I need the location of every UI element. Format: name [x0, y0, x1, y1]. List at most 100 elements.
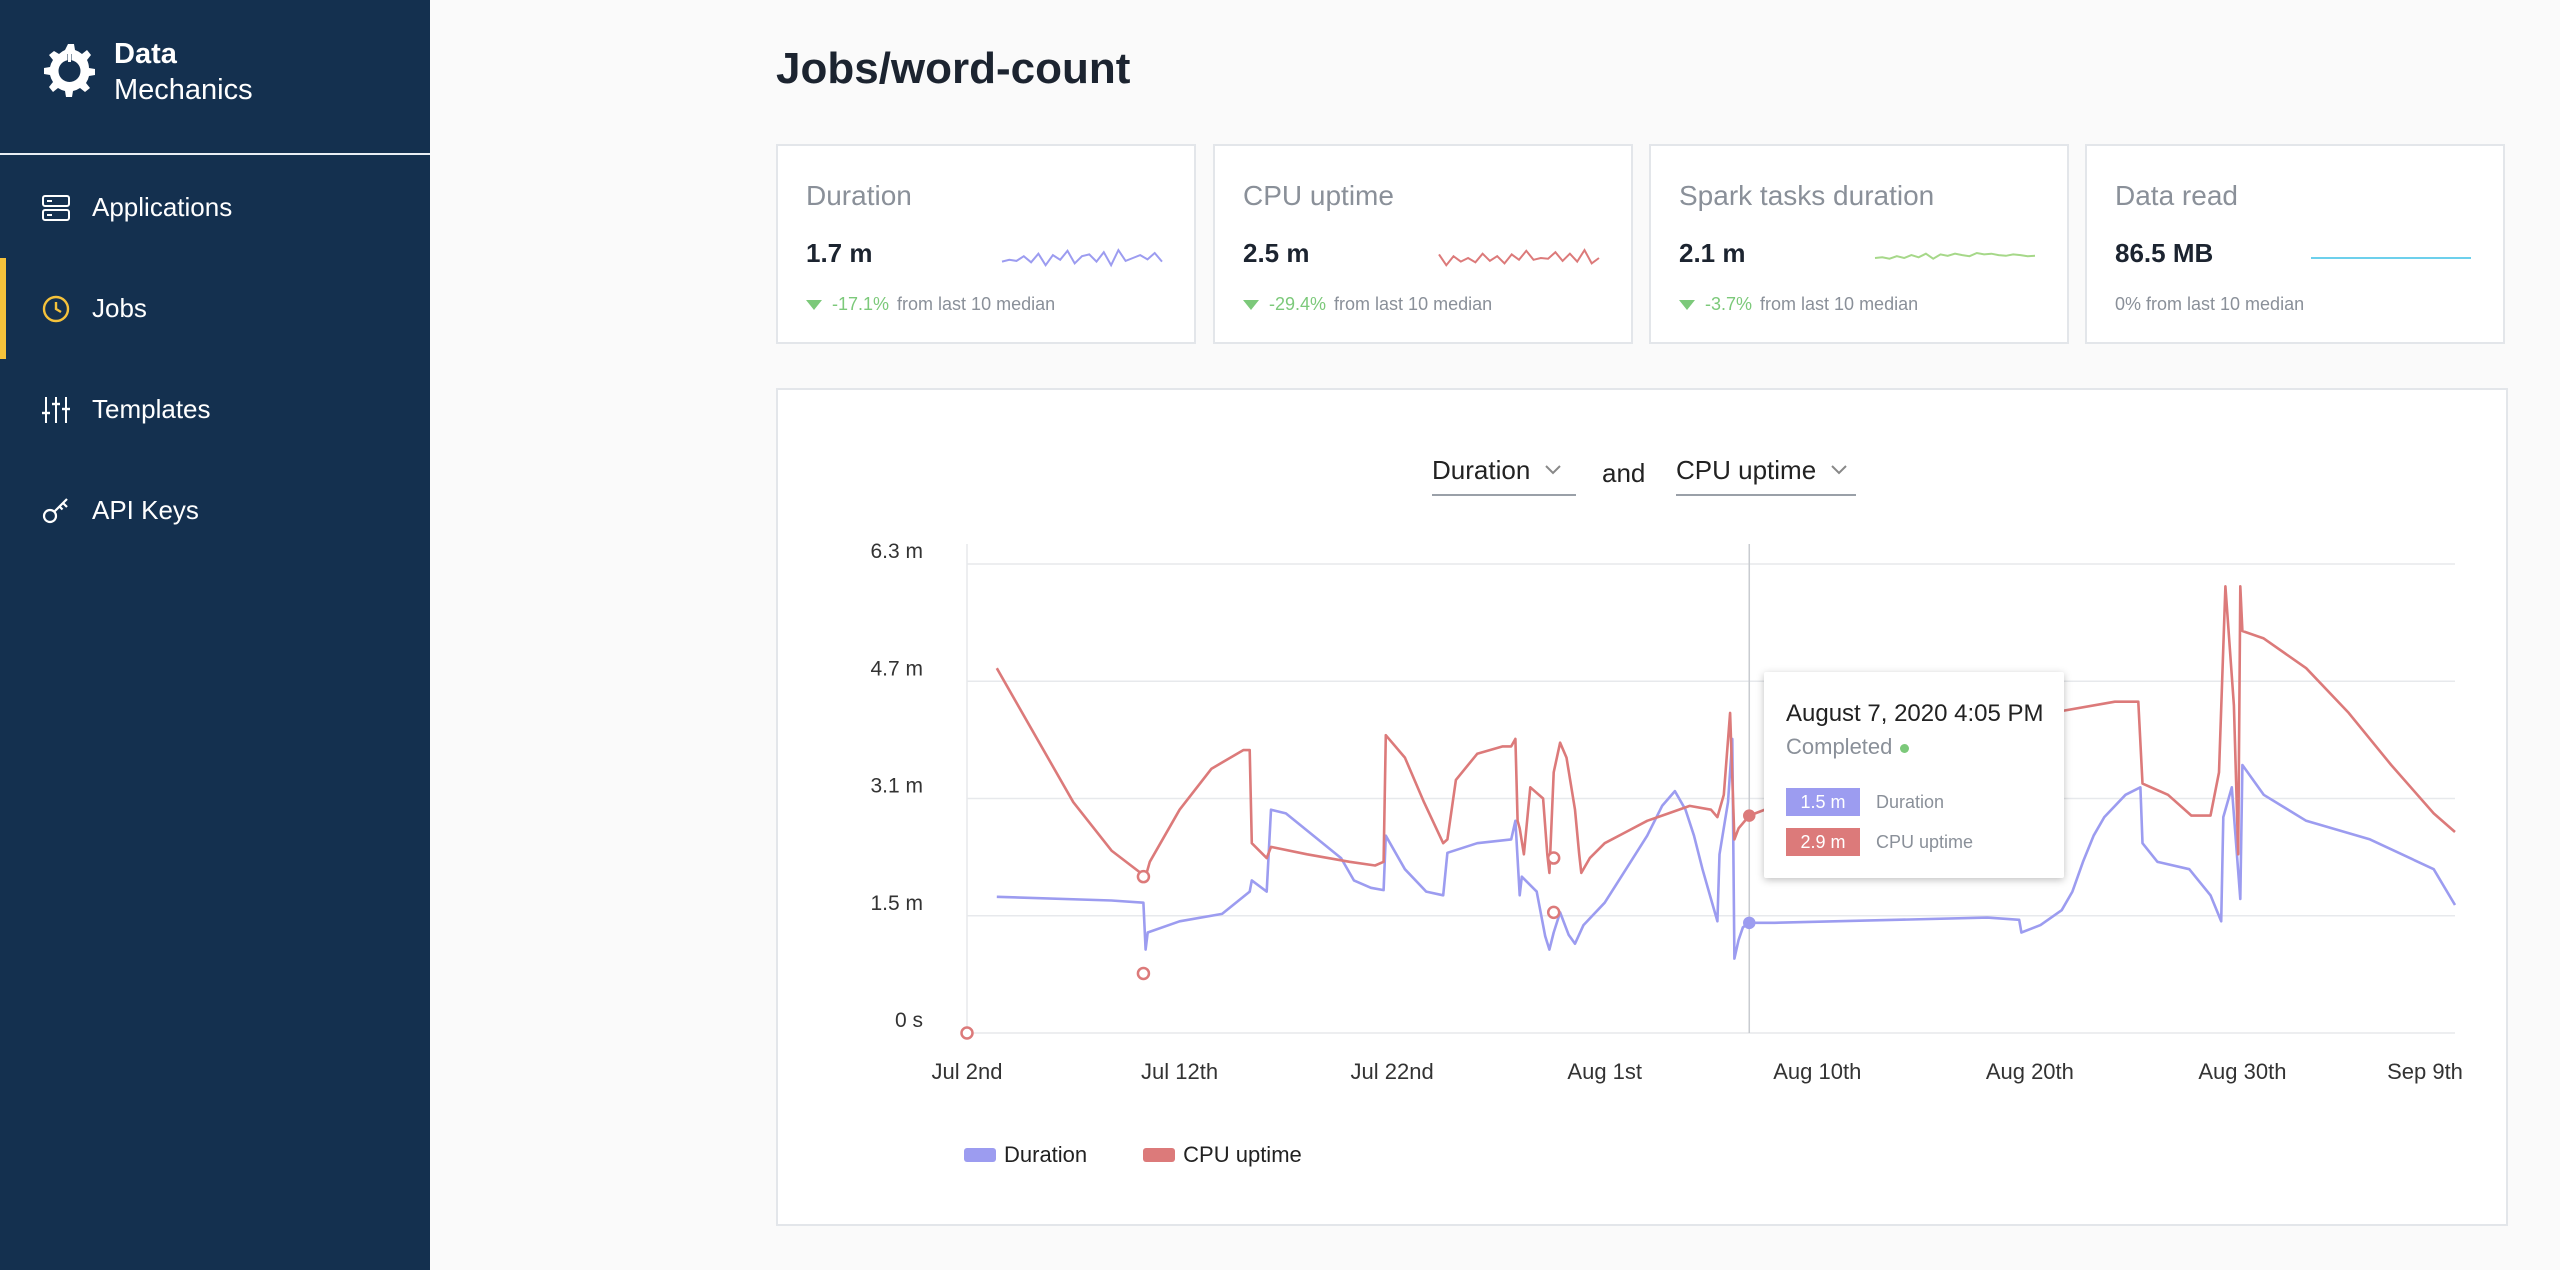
sidebar-item-applications[interactable]: Applications — [0, 157, 430, 258]
x-tick-label: Jul 12th — [1141, 1059, 1218, 1084]
chevron-down-icon — [1545, 465, 1561, 475]
brand-line-1: Data — [114, 38, 177, 70]
sidebar-item-jobs[interactable]: Jobs — [0, 258, 430, 359]
tooltip-status-text: Completed — [1786, 734, 1893, 759]
y-tick-label: 6.3 m — [870, 540, 923, 563]
tooltip-status: Completed — [1786, 734, 1910, 760]
metric-card-cpu-uptime[interactable]: CPU uptime 2.5 m -29.4% from last 10 medi… — [1213, 144, 1633, 344]
data-point — [1743, 809, 1756, 822]
card-delta: -17.1% from last 10 median — [806, 294, 1055, 315]
card-sparkline — [2311, 257, 2471, 259]
status-dot-icon — [1900, 743, 1910, 753]
data-point — [960, 1026, 974, 1040]
sparkline-path — [1874, 251, 2036, 260]
legend-item-duration[interactable]: Duration — [964, 1142, 1087, 1168]
card-delta-suffix: 0% from last 10 median — [2115, 294, 2305, 314]
x-tick-label: Aug 10th — [1773, 1059, 1861, 1084]
metric-b-value: CPU uptime — [1676, 454, 1817, 485]
sidebar-nav: Applications Jobs Templates — [0, 157, 430, 561]
metric-card-duration[interactable]: Duration 1.7 m -17.1% from last 10 median — [776, 144, 1196, 344]
down-triangle-icon — [1679, 300, 1695, 311]
sparkline-path — [1001, 248, 1163, 268]
chart-panel: Duration and CPU uptime 0 s 1.5 m 3.1 m 4.7… — [776, 388, 2508, 1226]
card-delta-suffix: from last 10 median — [1760, 294, 1919, 314]
card-delta: -3.7% from last 10 median — [1679, 294, 1918, 315]
sidebar-item-label: API Keys — [92, 495, 199, 525]
brand-line-2: Mechanics — [114, 74, 253, 106]
x-tick-label: Jul 22nd — [1351, 1059, 1434, 1084]
x-tick-label: Aug 20th — [1986, 1059, 2074, 1084]
metric-card-data-read[interactable]: Data read 86.5 MB 0% from last 10 median — [2085, 144, 2505, 344]
tooltip-label: CPU uptime — [1876, 831, 1974, 852]
card-delta: 0% from last 10 median — [2115, 294, 2304, 315]
tooltip-row-duration: 1.5 m Duration — [1786, 788, 1944, 816]
y-tick-label: 4.7 m — [870, 657, 923, 680]
applications-icon — [42, 194, 70, 221]
sidebar-item-templates[interactable]: Templates — [0, 359, 430, 460]
card-delta-percent: -17.1% — [832, 294, 890, 314]
and-label: and — [1602, 458, 1646, 488]
brand-name: Data Mechanics — [114, 36, 253, 108]
tooltip-badge: 1.5 m — [1786, 788, 1860, 816]
card-sparkline — [1874, 251, 2036, 260]
series-line-cpu-uptime — [995, 585, 2456, 878]
card-sparkline — [1001, 248, 1163, 268]
card-delta-percent: -3.7% — [1705, 294, 1753, 314]
tooltip-row-cpu-uptime: 2.9 m CPU uptime — [1786, 828, 1973, 856]
tooltip-date: August 7, 2020 4:05 PM — [1786, 700, 2044, 727]
tooltip-badge: 2.9 m — [1786, 828, 1860, 856]
card-delta: -29.4% from last 10 median — [1243, 294, 1492, 315]
legend-swatch — [1143, 1148, 1176, 1162]
series-line-duration — [996, 737, 2457, 960]
card-delta-suffix: from last 10 median — [897, 294, 1056, 314]
legend-label: Duration — [1004, 1142, 1088, 1167]
y-tick-label: 3.1 m — [870, 775, 923, 798]
chevron-down-icon — [1831, 465, 1847, 475]
legend-swatch — [964, 1148, 996, 1162]
x-tick-label: Jul 2nd — [932, 1059, 1003, 1084]
card-value: 1.7 m — [806, 238, 873, 268]
down-triangle-icon — [1243, 300, 1259, 311]
card-title: Spark tasks duration — [1679, 180, 1935, 211]
down-triangle-icon — [806, 300, 822, 311]
y-tick-label: 0 s — [895, 1009, 923, 1032]
page-title: Jobs/word-count — [776, 44, 1131, 93]
card-sparkline — [1438, 248, 1600, 267]
tooltip-label: Duration — [1876, 791, 1945, 812]
brand[interactable]: Data Mechanics — [0, 0, 430, 155]
card-title: Data read — [2115, 180, 2238, 211]
x-tick-label: Aug 30th — [2198, 1059, 2286, 1084]
metric-card-spark-tasks-duration[interactable]: Spark tasks duration 2.1 m -3.7% from las… — [1649, 144, 2069, 344]
clock-icon — [42, 295, 70, 322]
card-title: CPU uptime — [1243, 180, 1394, 211]
data-mechanics-logo-icon — [44, 44, 95, 97]
metric-b-select[interactable]: CPU uptime — [1676, 446, 1856, 496]
card-title: Duration — [806, 180, 912, 211]
data-point — [1546, 851, 1561, 865]
sidebar: Data Mechanics Applications Jobs — [0, 0, 430, 1270]
sidebar-item-label: Templates — [92, 394, 211, 424]
legend-label: CPU uptime — [1183, 1142, 1302, 1167]
chart-tooltip: August 7, 2020 4:05 PM Completed 1.5 m D… — [1764, 672, 2064, 878]
card-value: 86.5 MB — [2115, 238, 2214, 268]
x-tick-label: Aug 1st — [1567, 1059, 1642, 1084]
card-value: 2.1 m — [1679, 238, 1746, 268]
data-point — [1546, 905, 1561, 920]
sparkline-path — [1438, 248, 1600, 267]
card-delta-percent: -29.4% — [1269, 294, 1327, 314]
x-tick-label: Sep 9th — [2387, 1059, 2463, 1084]
line-chart[interactable]: 0 s 1.5 m 3.1 m 4.7 m 6.3 m Jul 2nd Jul 12th Ju… — [778, 390, 2506, 1224]
data-point — [1136, 869, 1151, 884]
card-delta-suffix: from last 10 median — [1334, 294, 1493, 314]
data-point — [1136, 966, 1151, 981]
metric-a-select[interactable]: Duration — [1432, 446, 1576, 496]
data-point — [1743, 916, 1756, 930]
sidebar-item-label: Jobs — [92, 293, 147, 323]
sidebar-item-label: Applications — [92, 192, 233, 222]
y-tick-label: 1.5 m — [870, 892, 923, 915]
legend-item-cpu-uptime[interactable]: CPU uptime — [1143, 1142, 1302, 1168]
sidebar-item-api-keys[interactable]: API Keys — [0, 460, 430, 561]
card-value: 2.5 m — [1243, 238, 1310, 268]
metric-a-value: Duration — [1432, 454, 1531, 485]
key-icon — [42, 497, 68, 523]
